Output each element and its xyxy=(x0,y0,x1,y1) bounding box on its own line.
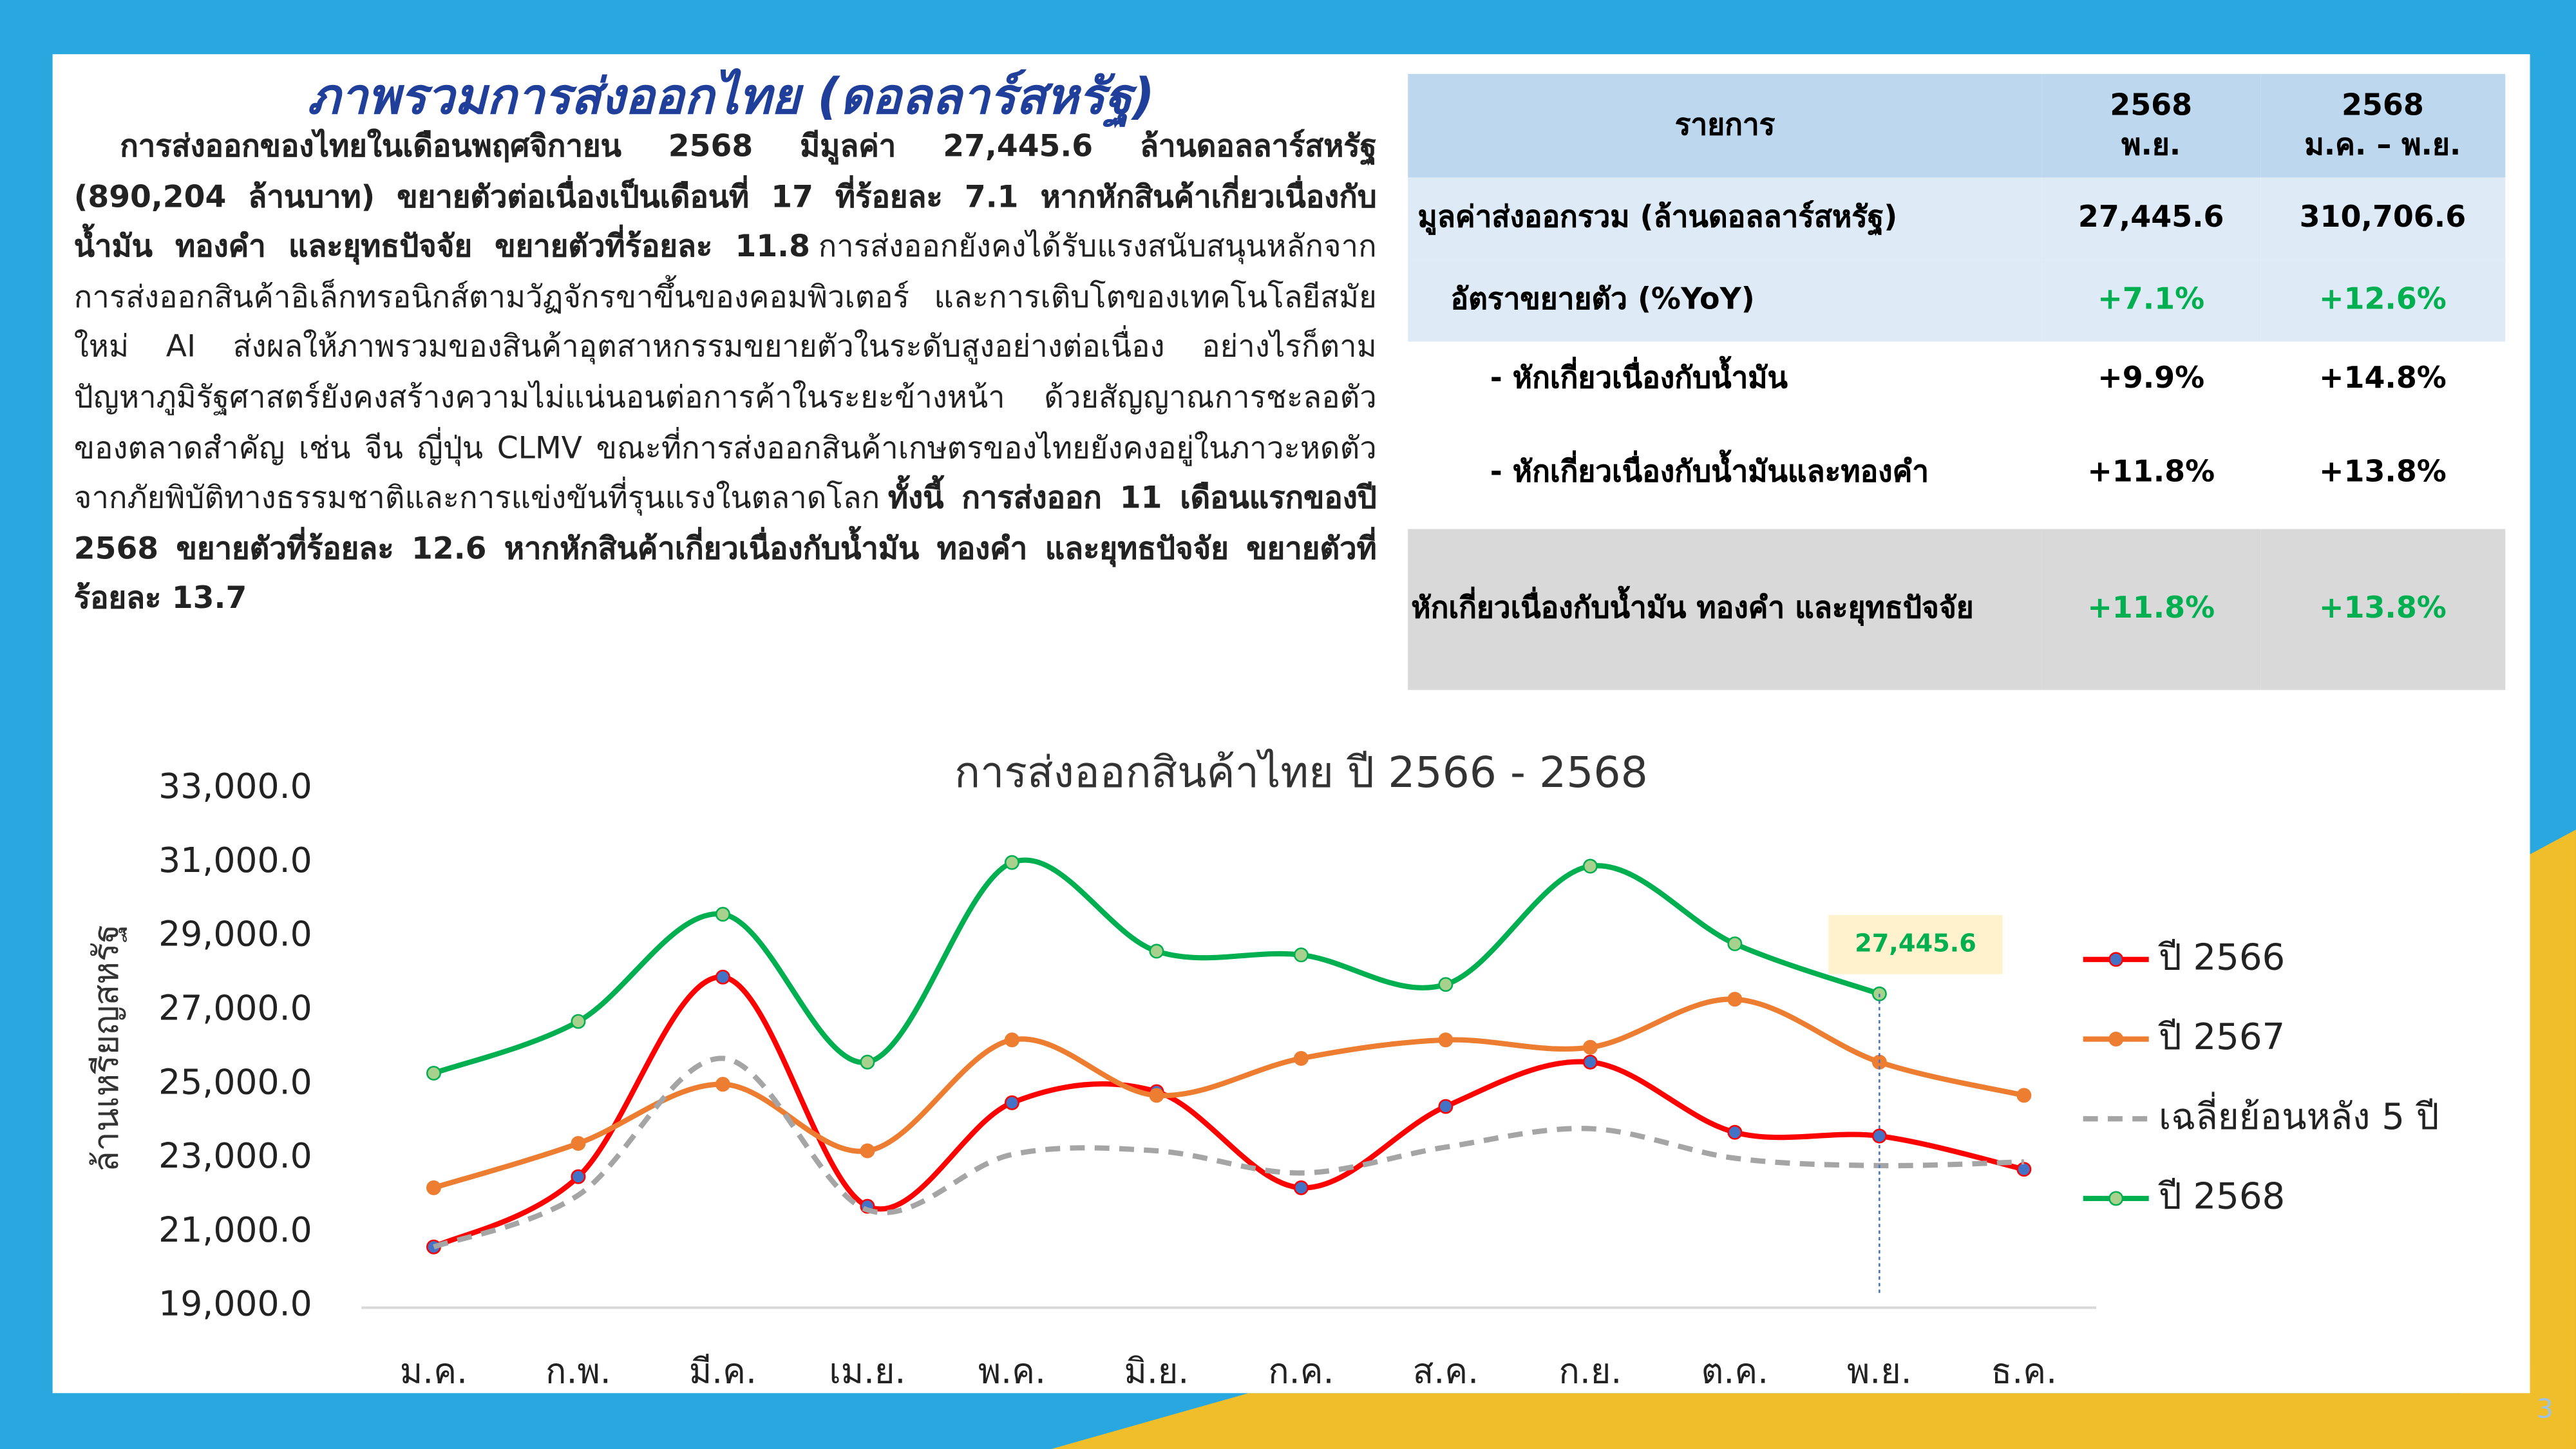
page-number: 3 xyxy=(2536,1393,2553,1425)
x-tick-label: ธ.ค. xyxy=(1991,1350,2058,1391)
data-point xyxy=(1004,1032,1019,1048)
x-tick-label: ม.ค. xyxy=(400,1350,468,1391)
legend-marker xyxy=(2108,952,2124,967)
legend-label: เฉลี่ยย้อนหลัง 5 ปี xyxy=(2159,1092,2439,1138)
table-cell: 310,706.6 xyxy=(2260,177,2506,260)
data-point xyxy=(1582,858,1598,874)
table-cell: +11.8% xyxy=(2041,417,2260,529)
data-point xyxy=(571,1014,586,1029)
x-tick-label: ก.ย. xyxy=(1558,1350,1622,1391)
data-point xyxy=(1438,977,1454,992)
x-tick-label: เม.ย. xyxy=(829,1350,905,1391)
data-point xyxy=(715,907,730,922)
table-cell: +9.9% xyxy=(2041,341,2260,417)
legend-label: ปี 2568 xyxy=(2158,1176,2285,1218)
table-row: มูลค่าส่งออกรวม (ล้านดอลลาร์สหรัฐ) 27,445… xyxy=(1408,177,2506,260)
series-line xyxy=(432,974,2025,1249)
series-line xyxy=(433,1056,2024,1250)
series-line xyxy=(433,857,1880,1076)
data-point xyxy=(2016,1088,2032,1103)
x-tick-label: ส.ค. xyxy=(1413,1350,1479,1391)
table-cell: หักเกี่ยวเนื่องกับน้ำมัน ทองคำ และยุทธปั… xyxy=(1408,529,2042,690)
y-tick-label: 29,000.0 xyxy=(158,914,312,954)
legend-label: ปี 2566 xyxy=(2158,936,2285,978)
data-point xyxy=(1149,1088,1164,1103)
data-point xyxy=(715,969,730,985)
x-tick-label: ก.ค. xyxy=(1268,1350,1334,1391)
header-cell: รายการ xyxy=(1408,73,2042,178)
summary-paragraph: การส่งออกของไทยในเดือนพฤศจิกายน 2568 มีม… xyxy=(74,123,1377,625)
data-point xyxy=(1293,1180,1309,1195)
table-cell: +13.8% xyxy=(2260,417,2506,529)
table-row: - หักเกี่ยวเนื่องกับน้ำมัน +9.9% +14.8% xyxy=(1408,341,2506,417)
table-cell: +11.8% xyxy=(2041,529,2260,690)
value-label: 27,445.6 xyxy=(1855,929,1976,958)
header-row: รายการ 2568 พ.ย. 2568 ม.ค. – พ.ย. xyxy=(1408,73,2506,178)
x-tick-label: ต.ค. xyxy=(1701,1350,1769,1391)
table-cell: - หักเกี่ยวเนื่องกับน้ำมัน xyxy=(1408,341,2042,417)
x-tick-label: พ.ค. xyxy=(978,1350,1046,1391)
data-point xyxy=(1582,1054,1598,1070)
header-cell: 2568 พ.ย. xyxy=(2041,73,2260,178)
data-point xyxy=(2016,1162,2032,1177)
table-cell: +12.6% xyxy=(2260,260,2506,342)
y-tick-label: 27,000.0 xyxy=(158,988,312,1028)
paragraph-segment: ทั้งนี้ การส่งออก 11 เดือนแรกของปี 2568 … xyxy=(73,481,1377,617)
table-cell: +7.1% xyxy=(2041,260,2260,342)
data-point xyxy=(1727,936,1743,952)
y-axis-label: ล้านเหรียญสหรัฐ xyxy=(86,924,127,1172)
data-point xyxy=(715,1077,730,1092)
data-point xyxy=(1004,855,1019,870)
paragraph-segment: การส่งออกยังคงได้รับแรงสนับสนุนหลักจากกา… xyxy=(73,230,1377,516)
table-row: อัตราขยายตัว (%YoY) +7.1% +12.6% xyxy=(1408,260,2506,342)
x-tick-label: พ.ย. xyxy=(1847,1350,1912,1391)
value-label-box xyxy=(1828,914,2003,974)
data-point xyxy=(1293,1051,1309,1066)
table-cell: อัตราขยายตัว (%YoY) xyxy=(1408,260,2042,342)
table-cell: - หักเกี่ยวเนื่องกับน้ำมันและทองคำ xyxy=(1408,417,2042,529)
data-point xyxy=(426,1180,441,1195)
paragraph-segment: การส่งออกของไทยในเดือนพฤศจิกายน 2568 มีม… xyxy=(73,129,1377,265)
data-point xyxy=(1004,1095,1019,1110)
table-row: หักเกี่ยวเนื่องกับน้ำมัน ทองคำ และยุทธปั… xyxy=(1408,529,2506,690)
header-cell: 2568 ม.ค. – พ.ย. xyxy=(2260,73,2506,178)
y-tick-label: 31,000.0 xyxy=(158,840,312,880)
data-point xyxy=(1582,1039,1598,1055)
series-line xyxy=(433,996,2025,1191)
legend-label: ปี 2567 xyxy=(2158,1016,2285,1058)
legend-marker xyxy=(2108,1191,2124,1206)
data-point xyxy=(571,1169,586,1184)
data-point xyxy=(1727,992,1743,1007)
x-tick-label: มี.ค. xyxy=(689,1350,757,1391)
legend-marker xyxy=(2108,1032,2124,1046)
data-point xyxy=(1438,1032,1454,1048)
x-tick-label: มิ.ย. xyxy=(1124,1350,1189,1391)
x-tick-label: ก.พ. xyxy=(545,1350,611,1391)
data-point xyxy=(1438,1099,1454,1114)
y-tick-label: 33,000.0 xyxy=(158,766,312,806)
data-point xyxy=(1727,1124,1743,1140)
data-point xyxy=(571,1136,586,1151)
y-tick-label: 21,000.0 xyxy=(158,1209,312,1250)
table-cell: มูลค่าส่งออกรวม (ล้านดอลลาร์สหรัฐ) xyxy=(1408,177,2042,260)
table-row: - หักเกี่ยวเนื่องกับน้ำมันและทองคำ +11.8%… xyxy=(1408,417,2506,529)
y-tick-label: 19,000.0 xyxy=(158,1283,312,1324)
chart-title: การส่งออกสินค้าไทย ปี 2566 - 2568 xyxy=(954,747,1648,797)
table-cell: +13.8% xyxy=(2260,529,2506,690)
data-point xyxy=(1149,943,1164,959)
y-tick-label: 23,000.0 xyxy=(158,1135,312,1176)
summary-table: รายการ 2568 พ.ย. 2568 ม.ค. – พ.ย. มูลค่าส่ง… xyxy=(1408,73,2506,690)
data-point xyxy=(860,1054,875,1070)
data-point xyxy=(1293,947,1309,963)
table-cell: +14.8% xyxy=(2260,341,2506,417)
slide-title: ภาพรวมการส่งออกไทย (ดอลลาร์สหรัฐ) xyxy=(307,69,1155,127)
data-point xyxy=(426,1065,441,1081)
y-tick-label: 25,000.0 xyxy=(158,1061,312,1102)
data-point xyxy=(860,1143,875,1159)
table-cell: 27,445.6 xyxy=(2041,177,2260,260)
data-point xyxy=(1871,1128,1887,1144)
